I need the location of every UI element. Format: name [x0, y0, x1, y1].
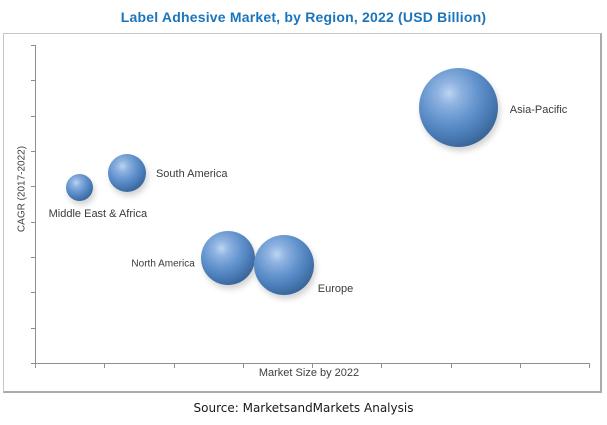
bubble-label-south-america: South America — [155, 168, 228, 181]
bubble-north-america — [200, 231, 255, 286]
y-axis-tick — [31, 327, 35, 329]
bubble-middle-east-africa — [66, 173, 94, 201]
x-axis-tick — [35, 364, 36, 368]
x-axis-tick — [104, 364, 106, 368]
y-axis-tick — [31, 257, 35, 258]
page-title: Label Adhesive Market, by Region, 2022 (… — [120, 9, 487, 25]
chart-area: CAGR (2017-2022) Market Size by 2022 Mid… — [3, 33, 602, 393]
x-axis-tick — [589, 364, 590, 368]
bubble-label-north-america: North America — [131, 258, 195, 270]
y-axis-tick — [31, 292, 35, 294]
y-axis-line — [35, 45, 36, 364]
y-axis-title: CAGR (2017-2022) — [16, 145, 28, 233]
y-axis-tick — [31, 80, 35, 82]
y-axis-tick — [31, 221, 35, 223]
bubble-label-middle-east-africa: Middle East & Africa — [48, 208, 148, 221]
y-axis-tick — [31, 151, 35, 152]
x-axis-title: Market Size by 2022 — [258, 367, 360, 379]
x-axis-tick — [312, 364, 313, 368]
y-axis-tick — [31, 186, 35, 188]
x-axis-tick — [519, 364, 521, 368]
plot-area: CAGR (2017-2022) Market Size by 2022 Mid… — [4, 34, 600, 391]
x-axis-line — [35, 363, 590, 364]
bubble-label-europe: Europe — [317, 283, 354, 296]
bubble-south-america — [107, 154, 146, 193]
x-axis-tick — [173, 364, 175, 368]
y-axis-tick — [31, 45, 35, 46]
x-axis-tick — [242, 364, 244, 368]
x-axis-tick — [450, 364, 452, 368]
y-axis-tick — [31, 363, 35, 364]
y-axis-tick — [31, 115, 35, 117]
bubble-asia-pacific — [419, 68, 499, 148]
x-axis-tick — [381, 364, 383, 368]
bubble-label-asia-pacific: Asia-Pacific — [509, 103, 568, 116]
source-text: Source: MarketsandMarkets Analysis — [193, 401, 414, 415]
bubble-europe — [253, 235, 314, 296]
